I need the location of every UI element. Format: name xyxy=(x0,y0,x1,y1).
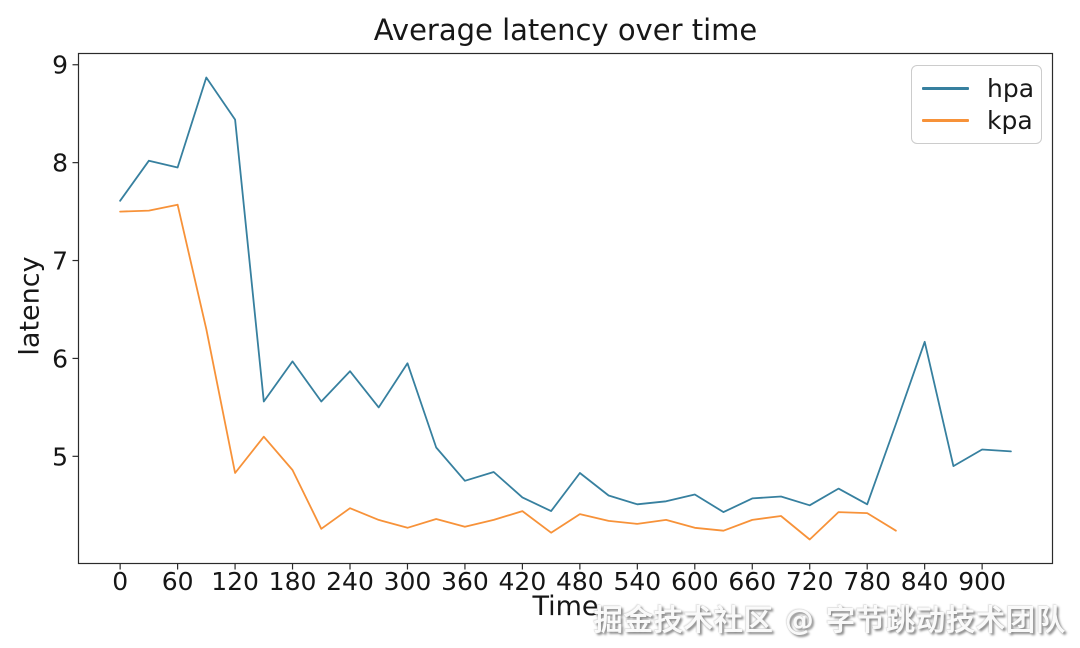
y-tick-label: 8 xyxy=(52,149,68,178)
x-tick-label: 0 xyxy=(112,567,128,596)
chart-title: Average latency over time xyxy=(373,13,758,47)
x-tick-label: 120 xyxy=(211,567,259,596)
kpa-line-swatch-icon xyxy=(922,118,969,122)
hpa-line-swatch-icon xyxy=(922,87,969,91)
x-axis-label: Time xyxy=(532,591,599,622)
x-tick-label: 300 xyxy=(384,567,432,596)
x-tick-label: 660 xyxy=(728,567,776,596)
legend-label-hpa: hpa xyxy=(987,74,1035,104)
y-tick-label: 5 xyxy=(52,442,68,471)
x-tick-label: 840 xyxy=(901,567,949,596)
y-tick-label: 7 xyxy=(52,247,68,276)
series-line-hpa xyxy=(119,76,1012,513)
x-tick-label: 240 xyxy=(326,567,374,596)
x-tick-label: 180 xyxy=(269,567,317,596)
x-tick-label: 780 xyxy=(843,567,891,596)
legend: hpa kpa xyxy=(911,65,1042,144)
y-tick-label: 9 xyxy=(52,51,68,80)
x-tick-label: 360 xyxy=(441,567,489,596)
watermark: 掘金技术社区 @ 字节跳动技术团队 xyxy=(593,603,1066,637)
plot-spines xyxy=(77,52,1054,565)
x-tick-label: 600 xyxy=(671,567,719,596)
legend-label-kpa: kpa xyxy=(987,105,1033,135)
x-tick-label: 720 xyxy=(786,567,834,596)
series-line-kpa xyxy=(119,203,897,541)
legend-item-kpa: kpa xyxy=(922,105,1033,135)
x-tick-label: 480 xyxy=(556,567,604,596)
x-tick-label: 540 xyxy=(613,567,661,596)
x-tick-label: 60 xyxy=(162,567,194,596)
legend-item-hpa: hpa xyxy=(922,74,1035,104)
x-tick-label: 900 xyxy=(958,567,1006,596)
y-tick-label: 6 xyxy=(52,344,68,373)
x-tick-label: 420 xyxy=(499,567,547,596)
y-axis-label: latency xyxy=(14,256,46,356)
